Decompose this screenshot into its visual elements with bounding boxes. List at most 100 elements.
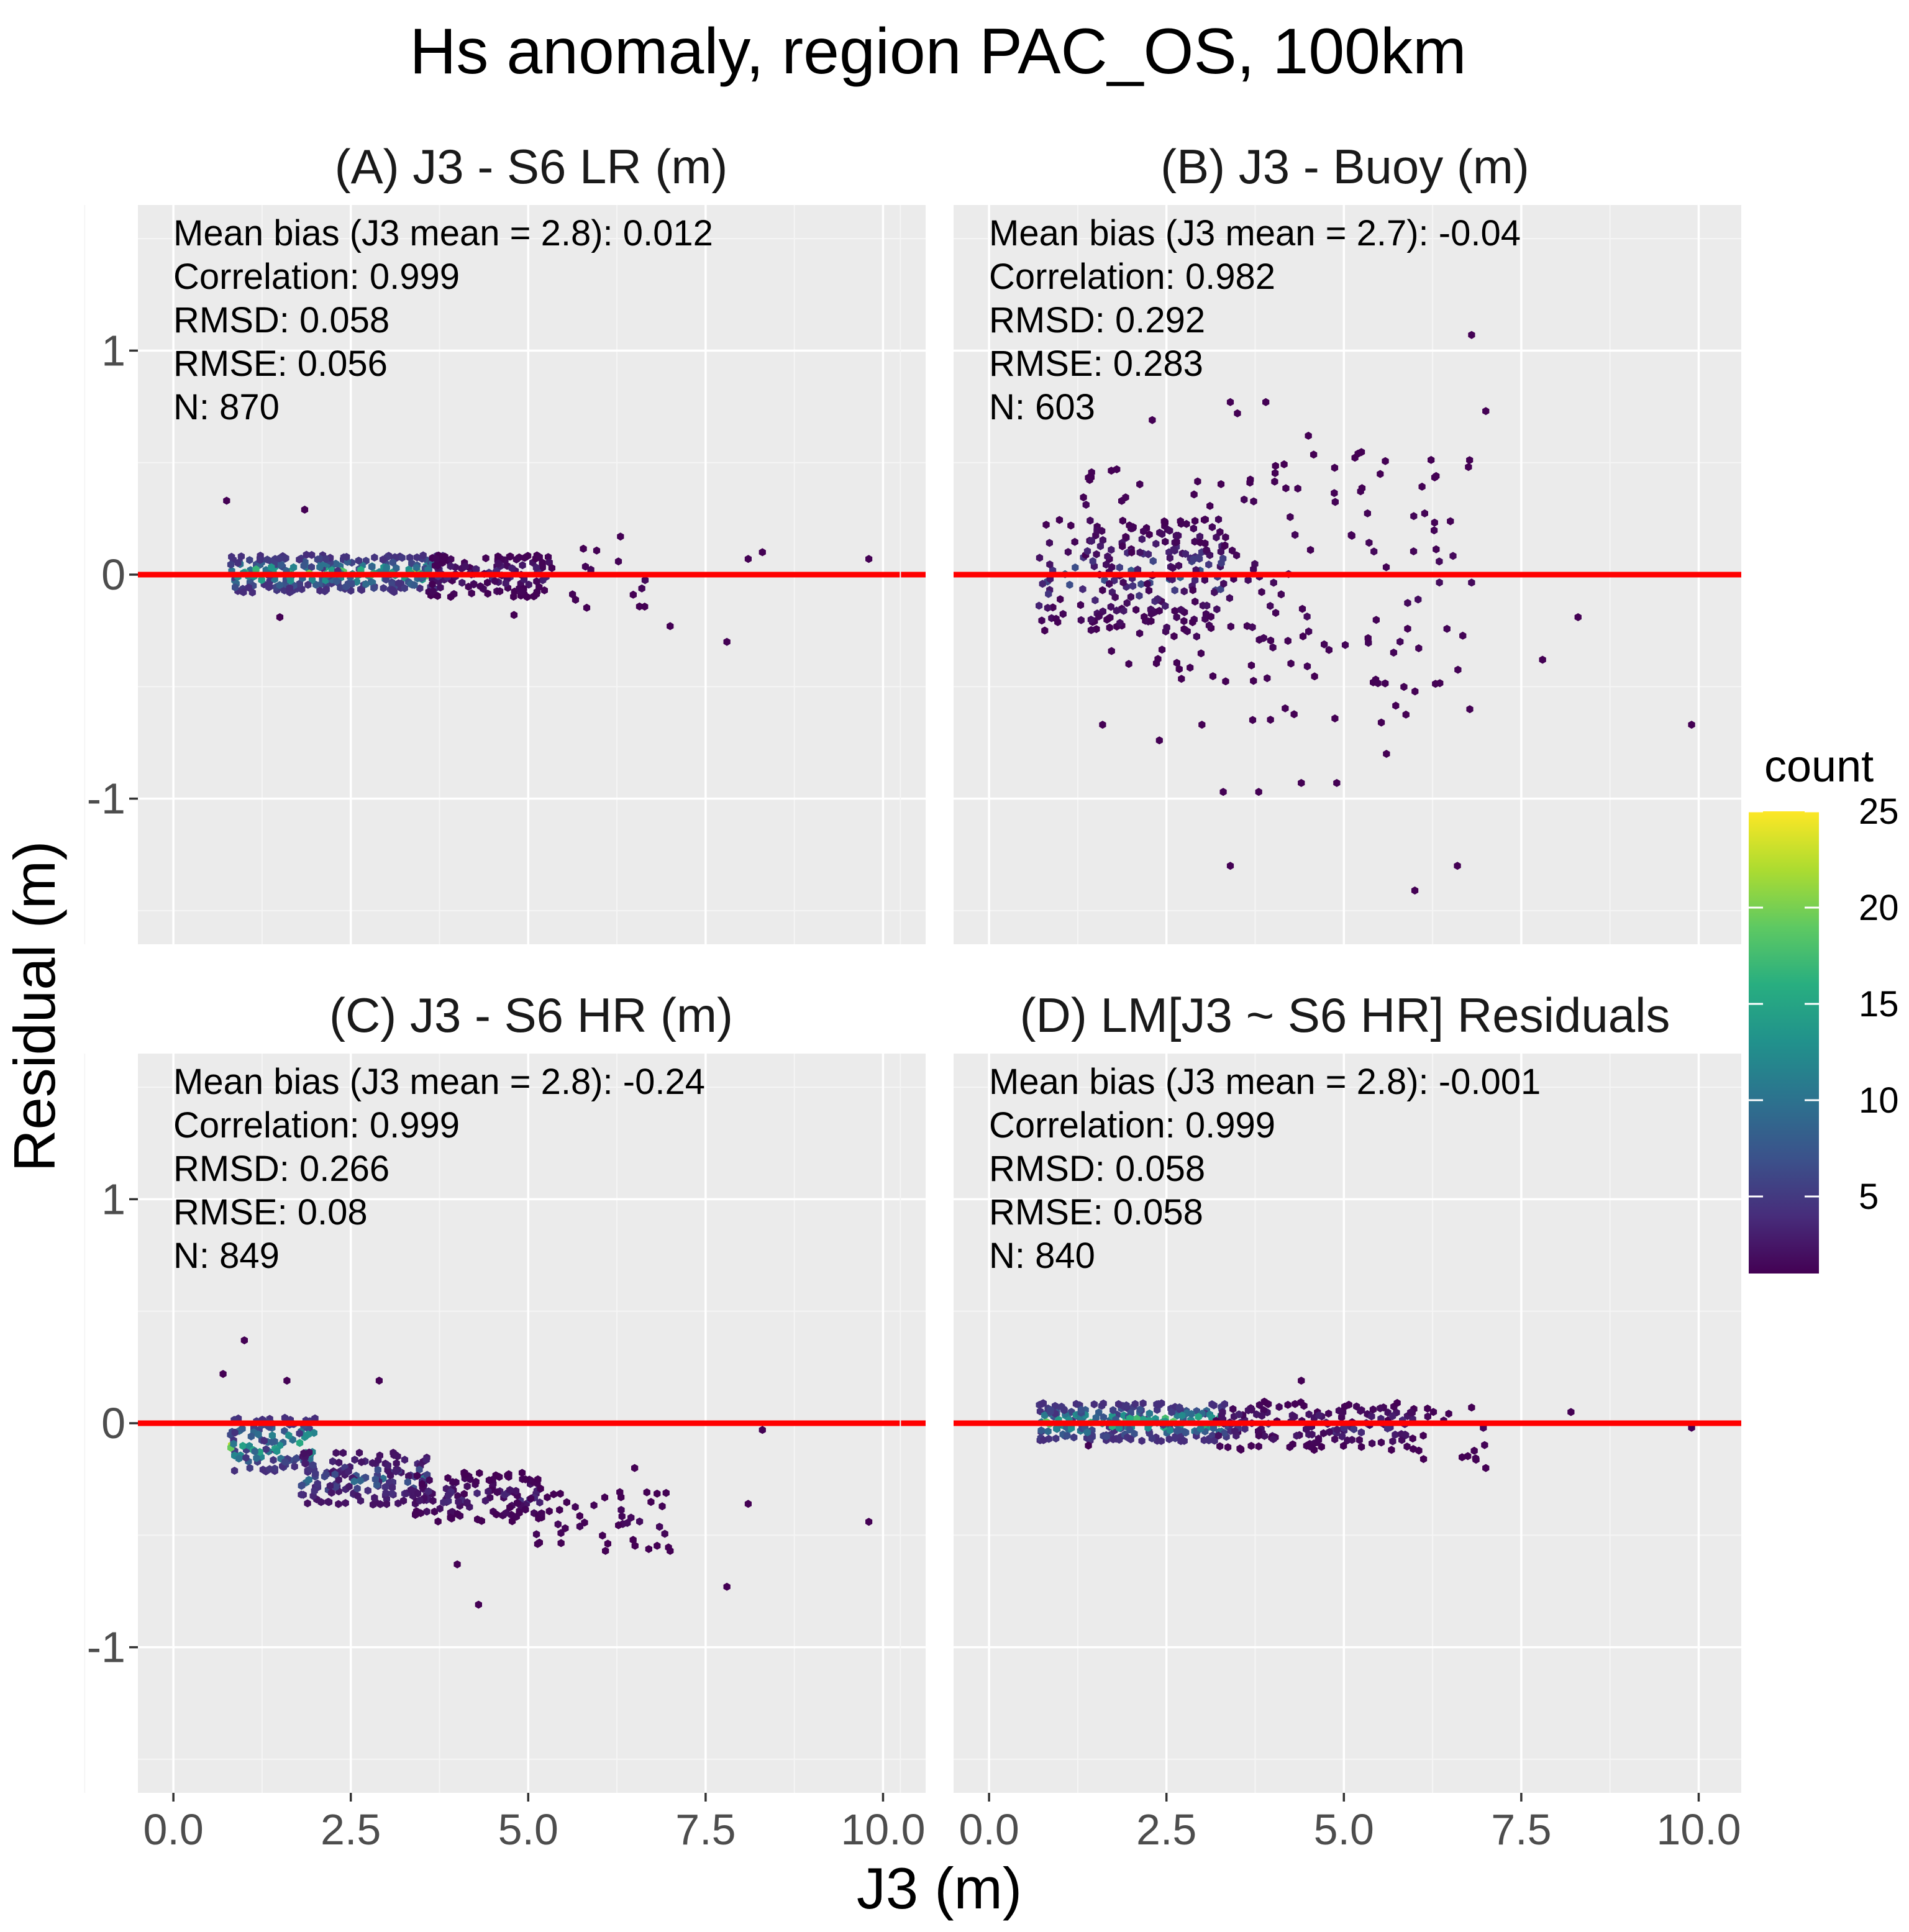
panel-b-hexbin-14 bbox=[1136, 548, 1144, 557]
panel-b-stat-n: N: 603 bbox=[989, 387, 1095, 427]
panel-b-hexbin-270 bbox=[1449, 552, 1457, 560]
panel-b-hexbin-229 bbox=[1243, 622, 1251, 631]
panel-c-hexbin-198 bbox=[381, 1483, 389, 1492]
panel-b-hexbin-248 bbox=[1127, 593, 1134, 601]
panel-d-hexbin-370 bbox=[1326, 1428, 1333, 1436]
panel-a-hexbin-200 bbox=[263, 555, 271, 564]
panel-b-hexbin-201 bbox=[1173, 658, 1180, 667]
panel-d-hexbin-139 bbox=[1138, 1436, 1146, 1445]
panel-b-hexbin-27 bbox=[1064, 548, 1072, 557]
panel-c-hexbin-47 bbox=[251, 1447, 258, 1456]
panel-d-hexbin-153 bbox=[1068, 1424, 1075, 1433]
panel-a-hexbin-383 bbox=[593, 546, 601, 555]
panel-c-hexbin-86 bbox=[231, 1428, 239, 1437]
panel-c-hexbin-293 bbox=[453, 1510, 461, 1518]
panel-d-hexbin-237 bbox=[1188, 1410, 1195, 1418]
panel-c-hexbin-265 bbox=[423, 1507, 431, 1516]
panel-c-hexbin-425 bbox=[240, 1336, 248, 1345]
panel-b-hexbin-151 bbox=[1083, 547, 1091, 555]
panel-b-hexbin-182 bbox=[1146, 531, 1153, 539]
panel-b-hexbin-180 bbox=[1166, 526, 1173, 535]
panel-b-hexbin-92 bbox=[1203, 601, 1211, 610]
panel-d-hexbin-79 bbox=[1153, 1400, 1160, 1409]
panel-a-hexbin-257 bbox=[383, 563, 390, 572]
panel-a-title: (A) J3 - S6 LR (m) bbox=[335, 139, 728, 194]
panel-c-hexbin-53 bbox=[301, 1433, 309, 1441]
legend-tick-label-4: 25 bbox=[1859, 791, 1899, 832]
panel-b-hexbin-333 bbox=[1222, 533, 1229, 542]
panel-a-hexbin-185 bbox=[252, 565, 260, 573]
panel-b-hexbin-357 bbox=[1415, 644, 1423, 652]
panel-c-hexbin-433 bbox=[759, 1426, 766, 1434]
panel-d-hexbin-362 bbox=[1348, 1436, 1355, 1444]
panel-b-hexbin-170 bbox=[1046, 539, 1053, 547]
panel-c-hexbin-255 bbox=[383, 1500, 390, 1508]
panel-b-hexbin-139 bbox=[1098, 527, 1106, 535]
panel-d-hexbin-318 bbox=[1369, 1405, 1377, 1414]
panel-b-hexbin-278 bbox=[1454, 665, 1462, 674]
panel-b-hexbin-373 bbox=[1113, 465, 1121, 473]
panel-c-hexbin-321 bbox=[460, 1490, 468, 1498]
panel-b-hexbin-352 bbox=[1433, 545, 1440, 554]
panel-c-hexbin-412 bbox=[527, 1494, 535, 1503]
panel-b-hexbin-239 bbox=[1187, 663, 1194, 672]
x-tick-label-d-0: 0.0 bbox=[959, 1805, 1019, 1854]
x-tick-label-c-2: 5.0 bbox=[498, 1805, 558, 1854]
panel-c-hexbin-17 bbox=[262, 1445, 270, 1454]
panel-a-hexbin-364 bbox=[508, 564, 516, 573]
panel-d-hexbin-222 bbox=[1087, 1434, 1095, 1442]
panel-c-hexbin-400 bbox=[636, 1517, 644, 1526]
legend-tick-label-3: 20 bbox=[1859, 888, 1899, 928]
panel-a-hexbin-153 bbox=[355, 557, 362, 565]
panel-d-hexbin-364 bbox=[1389, 1412, 1396, 1421]
panel-d-hexbin-238 bbox=[1058, 1402, 1065, 1411]
panel-b-hexbin-311 bbox=[1271, 477, 1278, 486]
panel-c-hexbin-250 bbox=[300, 1449, 308, 1457]
panel-d-hexbin-407 bbox=[1482, 1464, 1490, 1472]
panel-b-hexbin-244 bbox=[1116, 619, 1124, 627]
panel-b-hexbin-359 bbox=[1247, 475, 1254, 484]
panel-b-hexbin-191 bbox=[1201, 614, 1209, 623]
panel-c-hexbin-54 bbox=[253, 1454, 260, 1462]
panel-d-hexbin-286 bbox=[1253, 1410, 1260, 1419]
panel-d-hexbin-219 bbox=[1173, 1426, 1181, 1435]
panel-c-hexbin-403 bbox=[572, 1503, 579, 1511]
chart-title: Hs anomaly, region PAC_OS, 100km bbox=[409, 16, 1466, 88]
panel-d-hexbin-330 bbox=[1389, 1437, 1396, 1446]
panel-c-hexbin-352 bbox=[474, 1515, 481, 1524]
panel-c-hexbin-219 bbox=[371, 1475, 379, 1483]
panel-b-hexbin-143 bbox=[1129, 581, 1137, 590]
panel-b-hexbin-308 bbox=[1443, 624, 1451, 633]
panel-a-hexbin-392 bbox=[636, 602, 643, 611]
panel-b-hexbin-382 bbox=[1688, 721, 1695, 729]
panel-d-hexbin-401 bbox=[1424, 1404, 1431, 1413]
panel-b-hexbin-251 bbox=[1170, 632, 1178, 640]
panel-b-hexbin-321 bbox=[1382, 679, 1389, 688]
x-tick-label-d-3: 7.5 bbox=[1491, 1805, 1551, 1854]
panel-a-stat-mean-bias: Mean bias (J3 mean = 2.8): 0.012 bbox=[173, 213, 713, 253]
panel-c-hexbin-218 bbox=[353, 1484, 361, 1493]
panel-b-hexbin-293 bbox=[1227, 622, 1234, 631]
panel-c-hexbin-93 bbox=[309, 1461, 317, 1469]
panel-c-hexbin-174 bbox=[416, 1465, 423, 1474]
panel-c-hexbin-166 bbox=[355, 1449, 363, 1457]
panel-b-hexbin-99 bbox=[1106, 623, 1113, 632]
panel-a-hexbin-236 bbox=[370, 584, 378, 592]
panel-b-hexbin-313 bbox=[1249, 623, 1256, 632]
panel-d-hexbin-375 bbox=[1255, 1427, 1262, 1436]
panel-b-hexbin-224 bbox=[1287, 659, 1295, 668]
panel-c-hexbin-408 bbox=[654, 1489, 661, 1498]
panel-c-hexbin-427 bbox=[283, 1377, 291, 1385]
panel-b-hexbin-163 bbox=[1191, 517, 1199, 526]
panel-a-hexbin-114 bbox=[300, 562, 308, 570]
legend-tick-label-2: 15 bbox=[1859, 984, 1899, 1024]
panel-b-hexbin-77 bbox=[1162, 537, 1169, 546]
panel-a-hexbin-327 bbox=[482, 554, 490, 563]
panel-b-hexbin-127 bbox=[1057, 595, 1064, 604]
panel-b-hexbin-300 bbox=[1311, 672, 1318, 681]
panel-b-hexbin-144 bbox=[1201, 576, 1208, 585]
legend: count 5 10 15 20 25 bbox=[1749, 742, 1899, 1274]
panel-b-hexbin-238 bbox=[1087, 626, 1095, 634]
panel-d-stat-rmse: RMSE: 0.058 bbox=[989, 1192, 1203, 1233]
panel-b-hexbin-199 bbox=[1241, 495, 1248, 504]
